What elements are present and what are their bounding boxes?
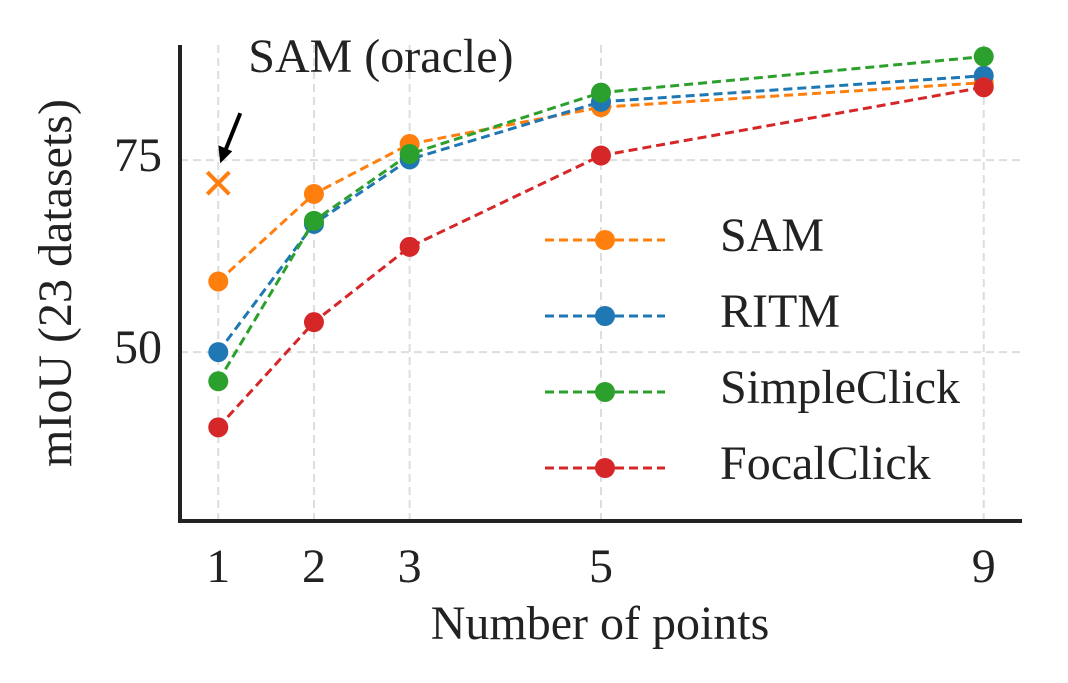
point: [208, 342, 229, 363]
point: [399, 144, 420, 165]
legend-label: FocalClick: [720, 437, 931, 490]
point: [208, 271, 229, 292]
x-tick-label: 9: [972, 540, 996, 593]
point: [399, 236, 420, 257]
y-tick-label: 75: [114, 129, 162, 182]
series-line: [216, 55, 984, 383]
series-line: [217, 81, 984, 283]
legend-marker: [595, 306, 615, 326]
legend-marker: [595, 382, 615, 402]
x-axis-label: Number of points: [431, 597, 770, 650]
point: [303, 183, 324, 204]
point: [303, 210, 324, 231]
annotation: SAM (oracle): [248, 30, 513, 83]
legend-label: RITM: [720, 285, 840, 338]
legend-label: SAM: [720, 209, 824, 262]
x-tick-label: 5: [589, 540, 613, 593]
point: [303, 312, 324, 333]
legend-marker: [595, 230, 615, 250]
y-tick-label: 50: [114, 321, 162, 374]
point: [208, 371, 229, 392]
arrow-shaft: [222, 112, 243, 154]
x-tick-label: 3: [398, 540, 422, 593]
series-line: [217, 74, 984, 353]
oracle-marker: [205, 170, 231, 196]
point: [208, 417, 229, 438]
point: [591, 82, 611, 103]
point: [973, 77, 994, 98]
point: [973, 46, 994, 67]
x-tick-label: 1: [206, 540, 230, 593]
legend-label: SimpleClick: [720, 361, 960, 414]
x-tick-label: 2: [302, 540, 326, 593]
point: [591, 145, 611, 166]
y-axis-label: mIoU (23 datasets): [29, 99, 82, 467]
arrow-head: [218, 145, 233, 164]
series-line: [217, 85, 984, 429]
legend-marker: [595, 458, 615, 478]
